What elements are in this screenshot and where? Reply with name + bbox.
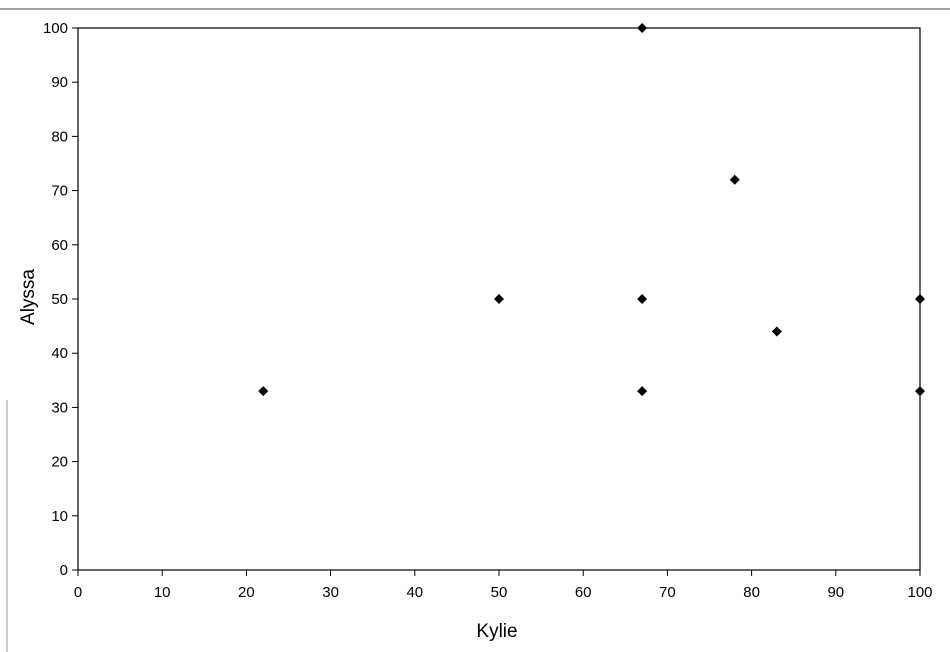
- y-tick-label: 0: [60, 562, 68, 579]
- data-point: [637, 294, 648, 304]
- y-tick-label: 90: [51, 74, 68, 91]
- data-points: [258, 23, 925, 397]
- data-point: [637, 386, 648, 397]
- x-tick-label: 20: [238, 584, 255, 601]
- data-point: [771, 326, 782, 337]
- y-tick-label: 100: [43, 20, 68, 37]
- y-axis: 0 10 20 30 40 50 60 70 80 90 100: [43, 20, 78, 579]
- x-tick-label: 60: [575, 584, 592, 601]
- x-tick-label: 90: [827, 584, 844, 601]
- data-point: [915, 294, 925, 304]
- data-point: [258, 386, 269, 397]
- data-point: [637, 23, 648, 33]
- x-axis: 0 10 20 30 40 50 60 70 80 90 100: [74, 570, 933, 601]
- x-tick-label: 70: [659, 584, 676, 601]
- data-point: [915, 386, 925, 397]
- x-tick-label: 80: [743, 584, 760, 601]
- y-axis-title: Alyssa: [18, 269, 39, 325]
- y-tick-label: 40: [51, 345, 68, 362]
- x-tick-label: 30: [322, 584, 339, 601]
- y-tick-label: 10: [51, 508, 68, 525]
- y-tick-label: 80: [51, 128, 68, 145]
- x-tick-label: 10: [154, 584, 171, 601]
- x-tick-label: 100: [907, 584, 932, 601]
- y-tick-label: 30: [51, 399, 68, 416]
- y-tick-label: 50: [51, 291, 68, 308]
- x-tick-label: 0: [74, 584, 82, 601]
- x-axis-title: Kylie: [476, 621, 517, 642]
- data-point: [729, 174, 740, 185]
- y-tick-label: 20: [51, 454, 68, 471]
- x-tick-label: 40: [406, 584, 423, 601]
- x-tick-label: 50: [491, 584, 508, 601]
- y-tick-label: 60: [51, 237, 68, 254]
- data-point: [494, 294, 504, 304]
- y-tick-label: 70: [51, 183, 68, 200]
